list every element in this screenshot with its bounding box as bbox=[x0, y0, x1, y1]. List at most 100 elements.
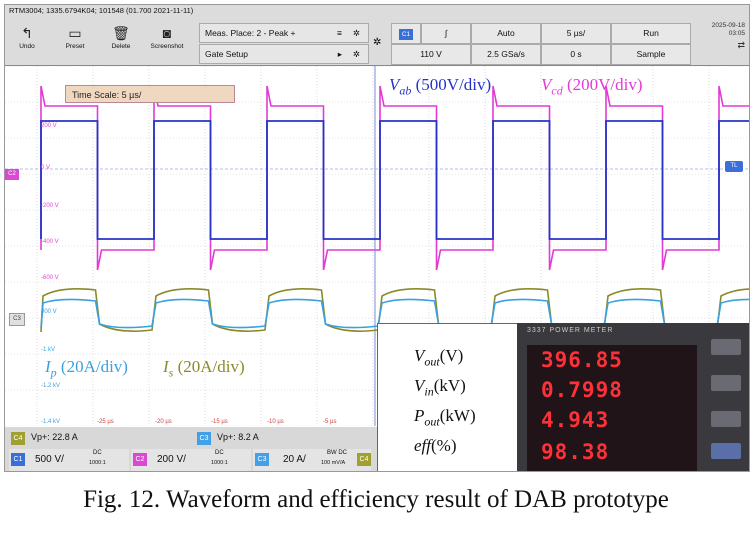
pout-value: 4.943 bbox=[541, 408, 610, 432]
x-tick: -15 µs bbox=[211, 419, 228, 425]
x-tick: -20 µs bbox=[155, 419, 172, 425]
trigger-marker: TL bbox=[725, 161, 743, 172]
power-meter-inset: Vout(V) Vin(kV) Pout(kW) eff(%) 3337 POW… bbox=[377, 323, 749, 471]
eff-symbol: eff bbox=[414, 436, 431, 455]
undo-icon: ↰ bbox=[21, 25, 33, 41]
settings-icon[interactable]: ✲ bbox=[373, 37, 382, 48]
power-meter-labels: Vout(V) Vin(kV) Pout(kW) eff(%) bbox=[377, 323, 518, 471]
vcd-sub: cd bbox=[551, 83, 563, 98]
eff-unit: (%) bbox=[431, 436, 457, 455]
power-meter-display: 396.85 0.7998 4.943 98.38 bbox=[527, 345, 697, 471]
trash-icon: 🗑 bbox=[112, 25, 130, 41]
channel-1-settings[interactable]: C1 500 V/ DC 1000:1 bbox=[9, 449, 129, 471]
y-tick: -1.4 kV bbox=[41, 419, 61, 425]
c3-chip: C3 bbox=[255, 453, 269, 466]
horizontal-offset[interactable]: 0 s bbox=[541, 44, 611, 65]
trigger-edge[interactable]: ∫ bbox=[421, 23, 471, 44]
c2-scale: 200 V/ bbox=[157, 454, 186, 465]
is-sub: s bbox=[168, 365, 174, 380]
pout-sub: out bbox=[424, 414, 440, 429]
scope-toolbar: RTM3004; 1335.6794K04; 101548 (01.700 20… bbox=[5, 5, 749, 66]
c2-chip: C2 bbox=[133, 453, 147, 466]
run-stop-button[interactable]: Run bbox=[611, 23, 691, 44]
x-tick: -10 µs bbox=[267, 419, 284, 425]
vout-value: 396.85 bbox=[541, 348, 623, 372]
figure-caption: Fig. 12. Waveform and efficiency result … bbox=[83, 486, 669, 513]
vcd-label: Vcd (200V/div) bbox=[541, 75, 643, 98]
meter-key[interactable] bbox=[711, 411, 741, 427]
y-tick: -600 V bbox=[41, 275, 59, 281]
undo-label: Undo bbox=[19, 43, 35, 50]
c3-peak-readout: Vp+: 8.2 A bbox=[217, 432, 259, 442]
c3-probe: 100 mV/A bbox=[321, 460, 346, 466]
channel-select[interactable]: C1 bbox=[391, 23, 421, 44]
vin-value: 0.7998 bbox=[541, 378, 623, 402]
c1-chip: C1 bbox=[11, 453, 25, 466]
x-tick: -5 µs bbox=[323, 419, 337, 425]
undo-button[interactable]: ↰ Undo bbox=[9, 23, 45, 65]
gate-setup-menu[interactable]: Gate Setup ▸ ✲ bbox=[199, 44, 369, 64]
channel-2-settings[interactable]: C2 200 V/ DC 1000:1 bbox=[131, 449, 251, 471]
time-scale-box: Time Scale: 5 µs/ bbox=[65, 85, 235, 103]
vab-sub: ab bbox=[399, 83, 412, 98]
c1-coupling: DC bbox=[93, 450, 102, 456]
pout-unit: (kW) bbox=[439, 406, 476, 425]
c1-scale: 500 V/ bbox=[35, 454, 64, 465]
y-tick: -1.2 kV bbox=[41, 383, 61, 389]
screenshot-label: Screenshot bbox=[150, 43, 184, 50]
gear-icon[interactable]: ✲ bbox=[352, 49, 360, 59]
c2-probe: 1000:1 bbox=[211, 460, 228, 466]
ch3-marker: C3 bbox=[9, 313, 25, 326]
c3-readout-chip: C3 bbox=[197, 432, 211, 445]
play-icon: ▸ bbox=[337, 49, 342, 59]
meter-key[interactable] bbox=[711, 339, 741, 355]
timebase[interactable]: 5 µs/ bbox=[541, 23, 611, 44]
preset-icon: ▭ bbox=[68, 25, 82, 41]
gear-icon[interactable]: ✲ bbox=[352, 28, 360, 38]
y-tick: -400 V bbox=[41, 239, 59, 245]
vab-label: Vab (500V/div) bbox=[389, 75, 491, 98]
pout-label: Pout(kW) bbox=[414, 406, 476, 429]
ip-symbol: I bbox=[45, 357, 51, 376]
c4-readout-chip: C4 bbox=[11, 432, 25, 445]
menu-icon: ≡ bbox=[337, 28, 342, 38]
c3-scale: 20 A/ bbox=[283, 454, 306, 465]
power-meter-header: 3337 POWER METER bbox=[527, 327, 614, 334]
delete-button[interactable]: 🗑 Delete bbox=[103, 23, 139, 65]
vab-scale: (500V/div) bbox=[411, 75, 492, 94]
meas-place-label: Meas. Place: 2 - Peak + bbox=[205, 28, 296, 38]
vcd-scale: (200V/div) bbox=[562, 75, 643, 94]
eff-label: eff(%) bbox=[414, 436, 456, 456]
channel-3-settings[interactable]: C3 20 A/ BW DC 100 mV/A C4 bbox=[253, 449, 371, 471]
meas-place-menu[interactable]: Meas. Place: 2 - Peak + ≡ ✲ bbox=[199, 23, 369, 43]
vin-sub: in bbox=[424, 384, 434, 399]
usb-icon: ⇄ bbox=[737, 40, 745, 50]
preset-label: Preset bbox=[65, 43, 85, 50]
meter-key[interactable] bbox=[711, 443, 741, 459]
y-tick: -200 V bbox=[41, 203, 59, 209]
vin-label: Vin(kV) bbox=[414, 376, 466, 399]
ip-label: Ip (20A/div) bbox=[45, 357, 128, 380]
screenshot-button[interactable]: ◙ Screenshot bbox=[149, 23, 185, 65]
oscilloscope-screenshot: RTM3004; 1335.6794K04; 101548 (01.700 20… bbox=[4, 4, 750, 472]
meter-key[interactable] bbox=[711, 375, 741, 391]
c1-probe: 1000:1 bbox=[89, 460, 106, 466]
vout-unit: (V) bbox=[439, 346, 464, 365]
is-scale: (20A/div) bbox=[173, 357, 245, 376]
c4-peak-readout: Vp+: 22.8 A bbox=[31, 432, 78, 442]
vin-unit: (kV) bbox=[433, 376, 466, 395]
trigger-mode[interactable]: Auto bbox=[471, 23, 541, 44]
sample-rate[interactable]: 2.5 GSa/s bbox=[471, 44, 541, 65]
trigger-level[interactable]: 110 V bbox=[391, 44, 471, 65]
y-tick: 800 V bbox=[41, 309, 57, 315]
acquisition-mode[interactable]: Sample bbox=[611, 44, 691, 65]
c3-coupling: BW DC bbox=[327, 450, 347, 456]
is-label: Is (20A/div) bbox=[163, 357, 245, 380]
y-tick: 0 V bbox=[41, 165, 51, 171]
ip-scale: (20A/div) bbox=[56, 357, 128, 376]
channel-chip: C1 bbox=[399, 29, 413, 40]
preset-button[interactable]: ▭ Preset bbox=[57, 23, 93, 65]
vout-symbol: V bbox=[414, 346, 425, 365]
x-tick: -25 µs bbox=[97, 419, 114, 425]
vout-label: Vout(V) bbox=[414, 346, 463, 369]
